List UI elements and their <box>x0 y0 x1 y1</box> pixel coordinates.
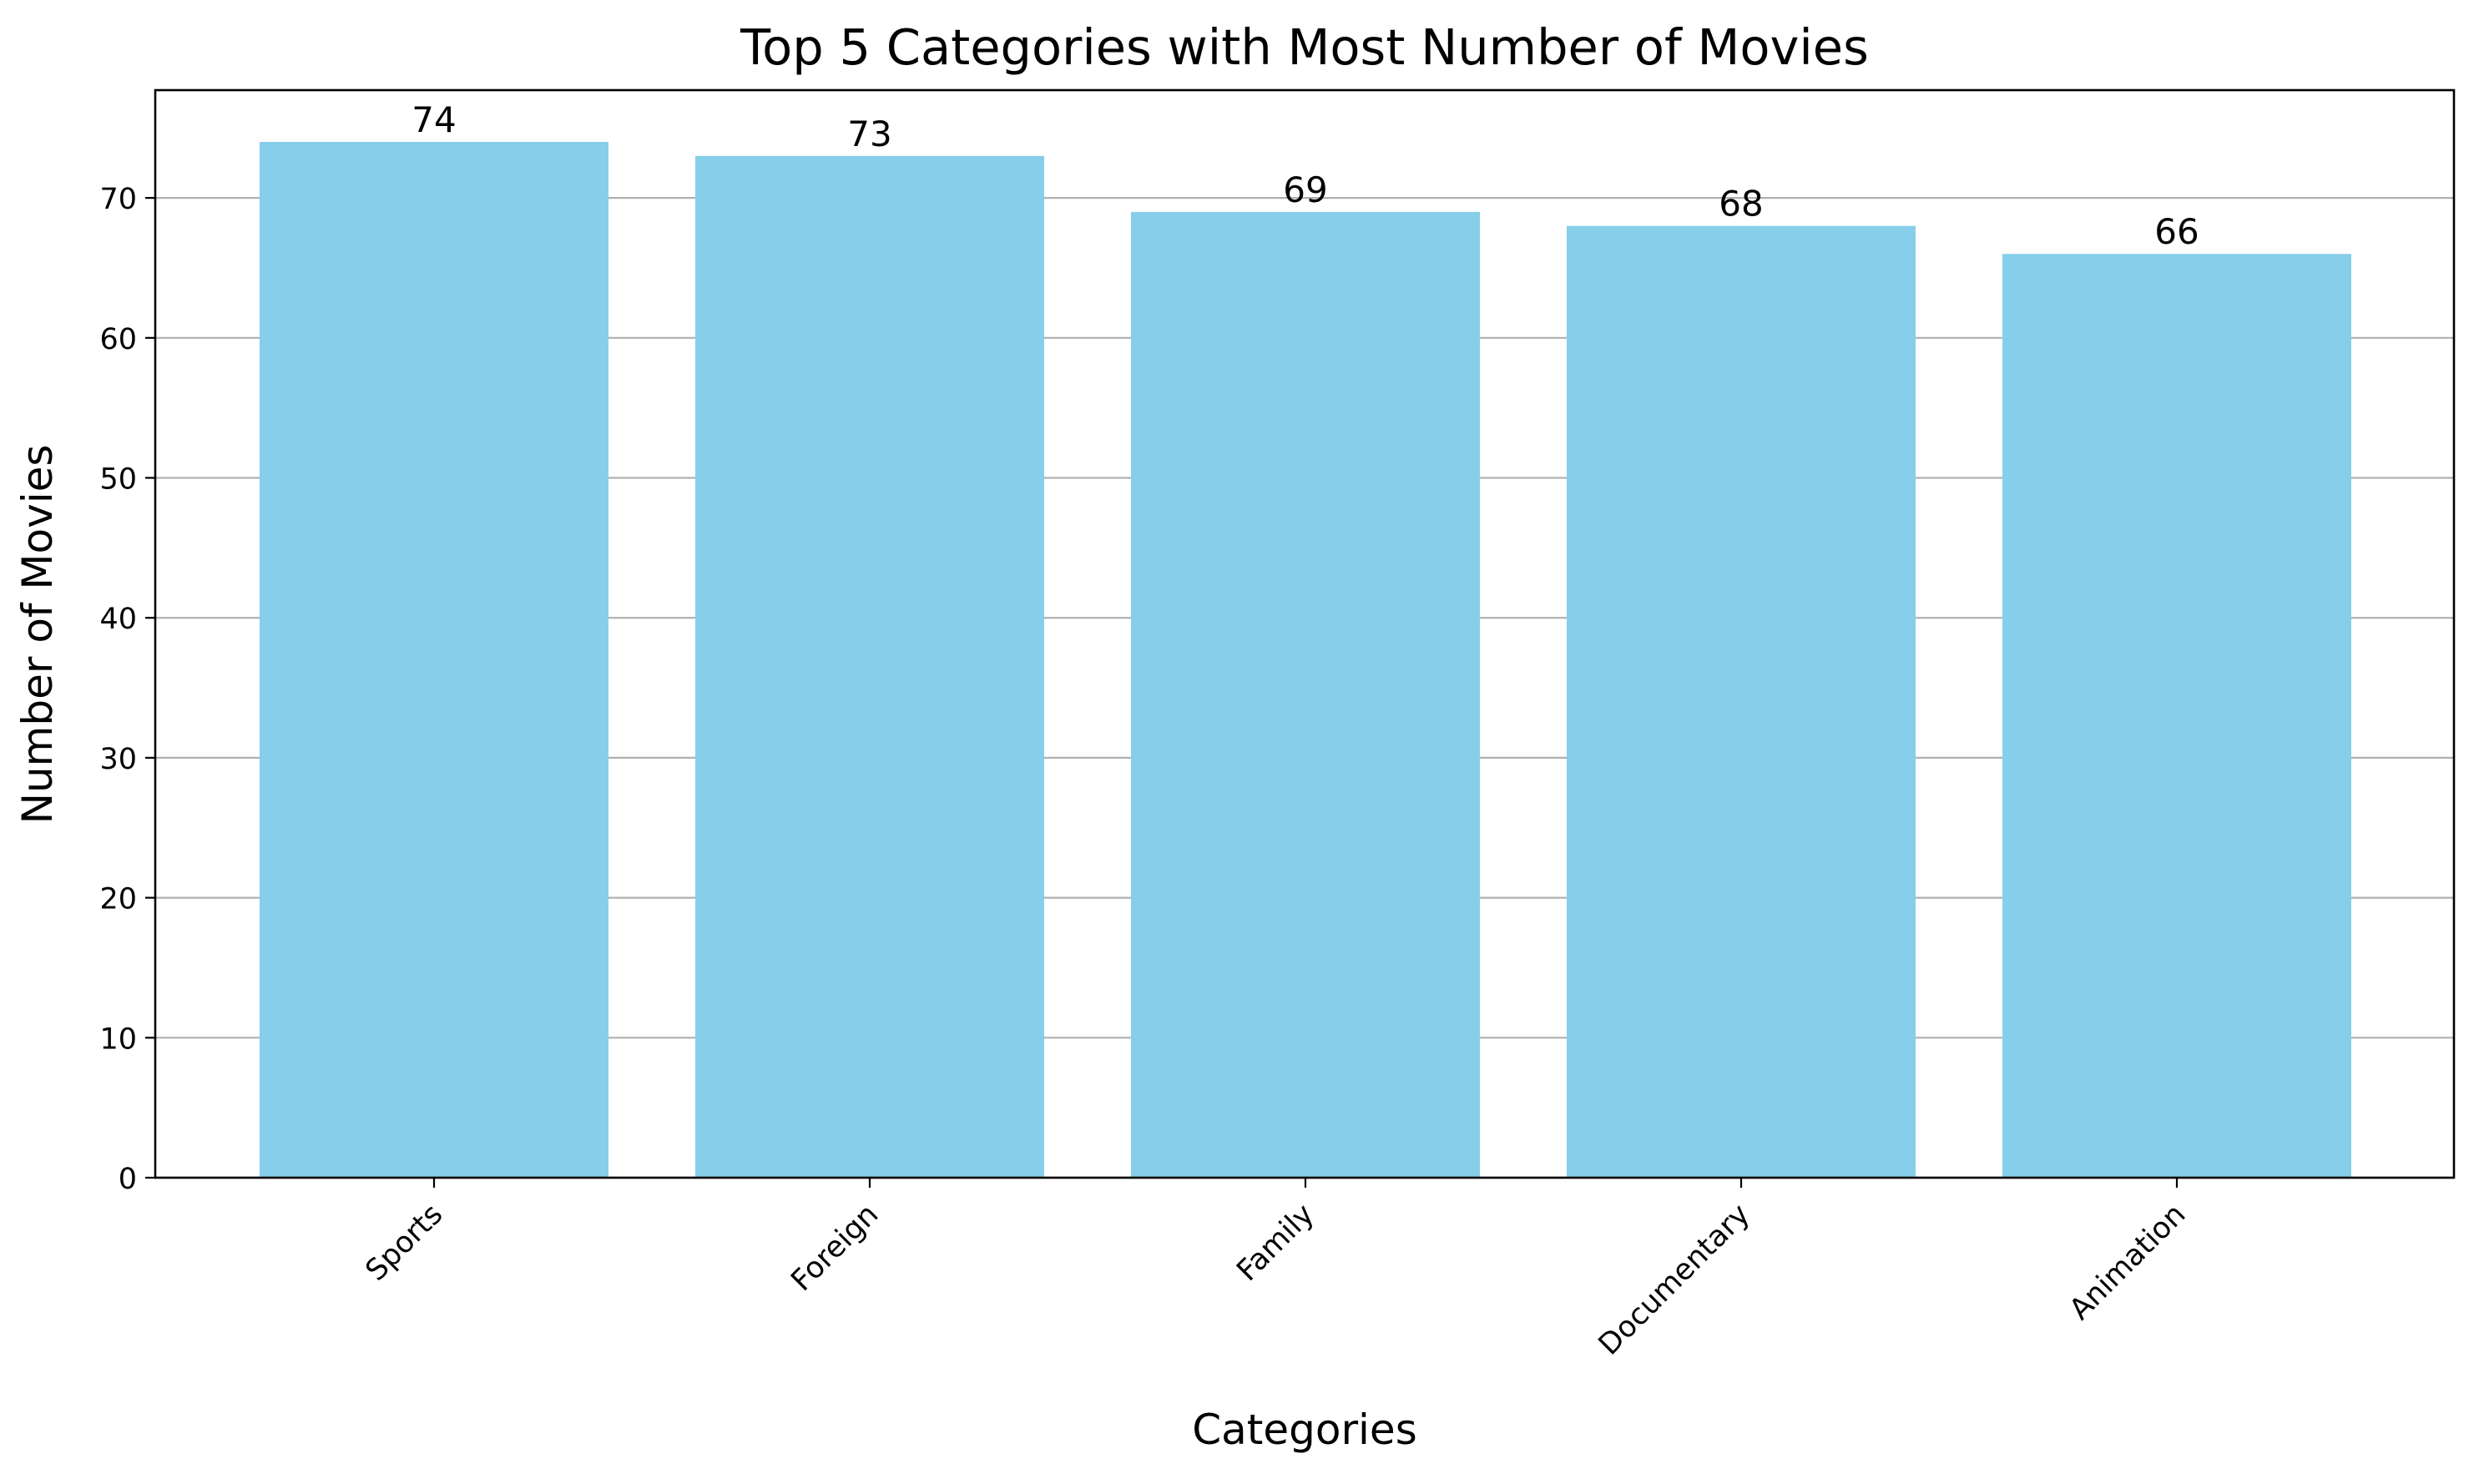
y-tick-label: 20 <box>99 883 137 916</box>
bar-sports <box>260 142 608 1179</box>
y-axis-title: Number of Movies <box>13 445 62 825</box>
data-label: 73 <box>847 114 891 154</box>
y-tick-label: 60 <box>99 323 137 356</box>
data-label: 66 <box>2154 211 2199 252</box>
y-tick-label: 40 <box>99 603 137 636</box>
y-tick-label: 70 <box>99 183 137 216</box>
y-tick-label: 10 <box>99 1022 137 1056</box>
bar-documentary <box>1567 225 1916 1178</box>
x-axis-title: Categories <box>1192 1406 1417 1454</box>
bar-family <box>1131 211 1480 1178</box>
y-tick-label: 0 <box>119 1163 137 1196</box>
data-labels: 74 73 69 68 66 <box>411 99 2199 252</box>
bars <box>260 142 2351 1179</box>
y-tick-label: 30 <box>99 743 137 776</box>
data-label: 74 <box>411 99 456 140</box>
bar-foreign <box>695 155 1044 1178</box>
bar-animation <box>2002 254 2351 1179</box>
data-label: 68 <box>1719 184 1763 225</box>
y-tick-label: 50 <box>99 463 137 497</box>
chart-title: Top 5 Categories with Most Number of Mov… <box>740 18 1869 76</box>
data-label: 69 <box>1283 169 1327 210</box>
